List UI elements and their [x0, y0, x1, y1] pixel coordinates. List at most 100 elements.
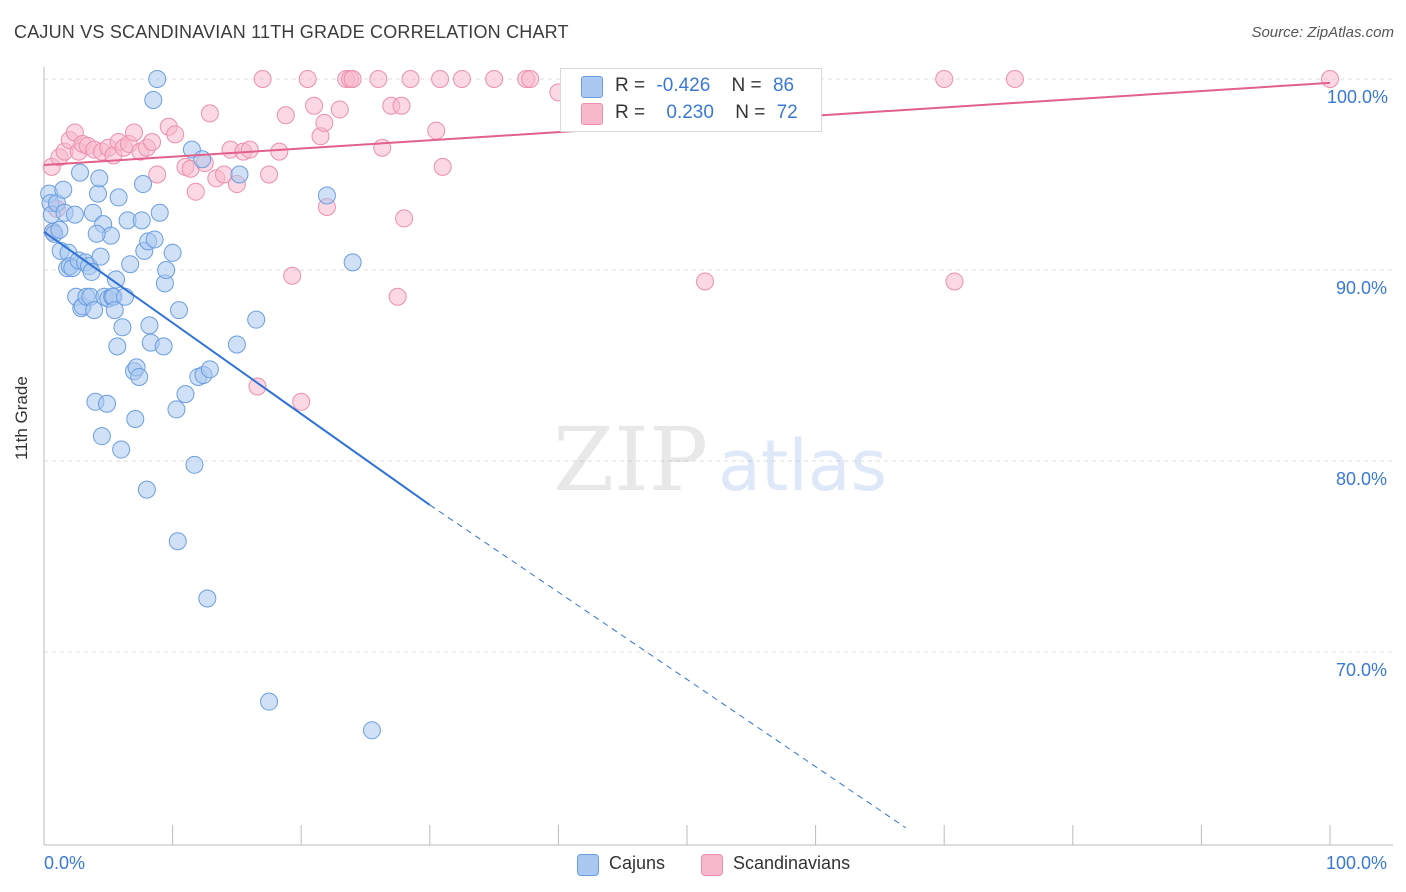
scandinavian-point-56: [395, 209, 414, 228]
x-axis-min-label: 0.0%: [44, 853, 86, 873]
cajun-point-82: [317, 186, 336, 205]
cajun-point-69: [170, 301, 189, 320]
scandinavian-point-38: [270, 142, 289, 161]
scandinavian-point-51: [369, 70, 388, 88]
cajun-point-39: [105, 301, 124, 320]
y-tick-label-70: 70.0%: [1336, 660, 1388, 680]
cajun-point-45: [116, 287, 135, 306]
scandinavian-point-17: [125, 123, 144, 142]
scand-r-value: 0.230: [666, 102, 714, 123]
scandinavian-point-61: [452, 70, 471, 88]
cajun-point-14: [65, 205, 84, 224]
scandinavian-point-72: [1321, 70, 1339, 88]
cajun-point-51: [130, 367, 149, 386]
watermark-zip: ZIP: [553, 408, 708, 511]
scandinavian-swatch: [581, 103, 603, 125]
cajun-point-65: [157, 261, 176, 279]
gridlines: [44, 78, 1393, 653]
cajun-point-62: [150, 203, 169, 222]
cajun-point-31: [92, 427, 111, 446]
cajun-point-70: [176, 385, 195, 404]
scandinavian-point-57: [401, 70, 420, 88]
cajun-point-49: [126, 409, 145, 428]
cajun-n-value: 86: [772, 75, 795, 96]
scandinavian-point-70: [945, 272, 964, 291]
cajun-point-52: [132, 211, 151, 230]
cajun-point-72: [185, 455, 204, 474]
scandinavian-point-58: [427, 121, 446, 140]
scandinavian-point-52: [373, 138, 392, 157]
chart-title: CAJUN VS SCANDINAVIAN 11TH GRADE CORRELA…: [14, 22, 569, 42]
y-tick-label-90: 90.0%: [1336, 278, 1388, 298]
cajun-point-83: [343, 253, 362, 272]
cajun-point-42: [109, 188, 128, 207]
cajun-point-61: [148, 70, 167, 88]
scandinavian-point-54: [388, 287, 407, 306]
y-tick-label-100: 100.0%: [1327, 87, 1389, 107]
scandinavian-point-41: [292, 392, 311, 411]
scandinavian-point-40: [283, 266, 302, 285]
cajun-point-59: [144, 91, 163, 110]
scandinavian-point-68: [696, 272, 715, 291]
scandinavian-point-36: [253, 70, 272, 88]
cajun-r-value: -0.426: [656, 75, 711, 96]
cajun-point-79: [230, 165, 249, 184]
scandinavian-point-47: [330, 100, 349, 119]
x-axis-max-label: 100.0%: [1326, 853, 1388, 873]
cajun-n-label: N =: [731, 75, 762, 96]
cajun-point-60: [145, 230, 164, 249]
cajun-trend-line: [43, 230, 431, 506]
scandinavian-point-21: [148, 165, 167, 184]
cajun-point-28: [89, 184, 108, 203]
scandinavian-point-35: [248, 377, 267, 396]
scandinavian-point-26: [186, 182, 205, 201]
scandinavian-point-60: [433, 157, 452, 176]
cajun-point-68: [168, 532, 187, 551]
cajun-point-29: [90, 169, 109, 188]
scandinavian-point-39: [276, 106, 295, 125]
scandinavian-point-37: [260, 165, 279, 184]
cajun-point-76: [198, 589, 217, 608]
scandinavian-point-23: [166, 125, 185, 144]
y-tick-label-80: 80.0%: [1336, 469, 1388, 489]
cajun-point-80: [247, 310, 266, 329]
scandinavian-point-42: [298, 70, 317, 88]
cajun-point-66: [163, 243, 182, 262]
scandinavian-point-50: [343, 70, 362, 88]
cajun-point-8: [54, 180, 73, 199]
scand-r-label: R =: [615, 102, 646, 123]
scand-n-value: 72: [776, 102, 798, 123]
scandinavian-point-64: [521, 70, 540, 88]
cajun-point-77: [200, 360, 219, 379]
cajun-r-label: R =: [615, 75, 646, 96]
cajun-point-30: [91, 247, 110, 266]
watermark-atlas: atlas: [718, 425, 887, 507]
scandinavian-point-55: [392, 96, 411, 115]
cajun-swatch: [581, 76, 603, 98]
cajun-point-43: [112, 440, 131, 459]
scandinavian-point-28: [200, 104, 219, 123]
cajun-point-6: [50, 220, 69, 239]
scandinavian-point-71: [1005, 70, 1024, 88]
cajun-trend-extension: [429, 504, 906, 829]
cajun-point-17: [71, 163, 90, 182]
cajun-point-85: [87, 224, 106, 243]
cajun-point-44: [113, 318, 132, 337]
scand-n-label: N =: [735, 102, 766, 123]
cajun-point-53: [134, 175, 153, 194]
cajun-point-57: [140, 316, 159, 335]
cajun-point-67: [167, 400, 186, 419]
scandinavian-point-69: [935, 70, 954, 88]
chart-source: Source: ZipAtlas.com: [1251, 24, 1394, 41]
scandinavian-point-34: [240, 140, 259, 159]
scandinavian-point-62: [485, 70, 504, 88]
cajun-point-55: [137, 480, 156, 499]
cajun-point-41: [108, 337, 127, 356]
cajun-point-40: [107, 270, 126, 289]
scandinavian-point-45: [315, 113, 334, 132]
cajun-point-34: [98, 394, 117, 413]
scandinavian-point-20: [143, 133, 162, 152]
cajun-points: [40, 70, 381, 740]
legend-scand-swatch: [701, 854, 723, 876]
